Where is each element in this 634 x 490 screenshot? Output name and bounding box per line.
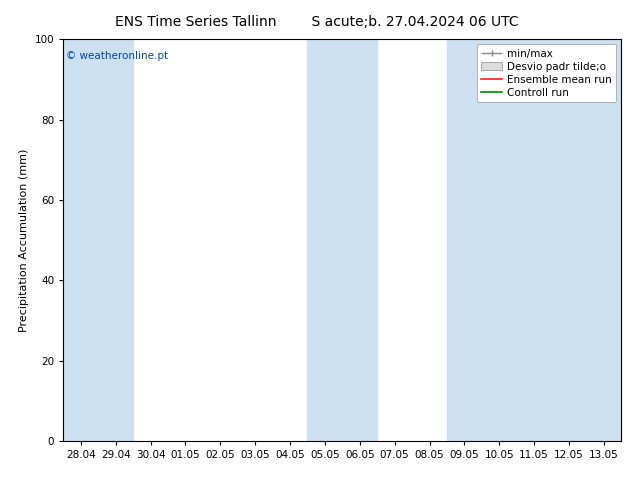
Bar (63, 39, 133, 441)
Bar (307, 39, 377, 441)
Bar (447, 39, 621, 441)
Legend: min/max, Desvio padr tilde;o, Ensemble mean run, Controll run: min/max, Desvio padr tilde;o, Ensemble m… (477, 45, 616, 102)
Text: © weatheronline.pt: © weatheronline.pt (66, 51, 168, 61)
Text: ENS Time Series Tallinn        S acute;b. 27.04.2024 06 UTC: ENS Time Series Tallinn S acute;b. 27.04… (115, 15, 519, 29)
Y-axis label: Precipitation Accumulation (mm): Precipitation Accumulation (mm) (19, 148, 29, 332)
